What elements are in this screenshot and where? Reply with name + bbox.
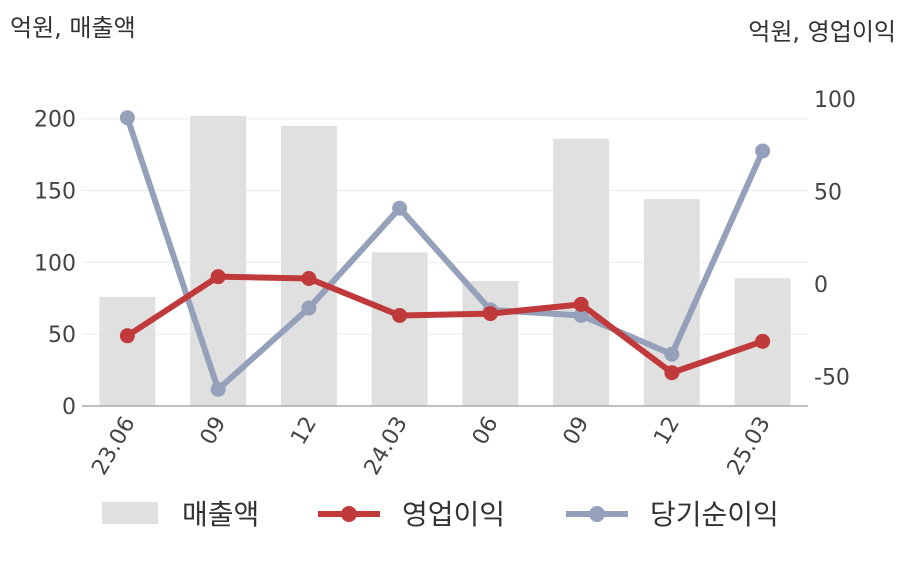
left-tick-label: 150 <box>34 180 76 205</box>
data-point <box>573 307 589 323</box>
data-point <box>119 328 135 344</box>
data-point <box>301 270 317 286</box>
data-point <box>210 381 226 397</box>
series-line <box>124 114 766 393</box>
data-point <box>755 143 771 159</box>
bar <box>190 115 247 406</box>
right-tick-label: 0 <box>814 273 828 298</box>
data-point <box>301 300 317 316</box>
x-tick-label: 09 <box>196 413 232 450</box>
bar <box>371 252 428 406</box>
data-point <box>392 307 408 323</box>
right-unit-label: 억원, 영업이익 <box>748 18 896 46</box>
bar <box>99 296 156 406</box>
left-tick-label: 0 <box>62 395 76 420</box>
right-tick-label: 100 <box>814 88 856 113</box>
left-tick-label: 50 <box>48 323 76 348</box>
legend-swatch-revenue <box>102 502 158 524</box>
data-point <box>573 296 589 312</box>
legend-marker-operating-profit <box>341 506 357 522</box>
bar <box>280 125 337 406</box>
legend-marker-net-income <box>589 506 605 522</box>
data-point <box>482 306 498 322</box>
legend-label-operating-profit: 영업이익 <box>402 498 505 531</box>
x-tick-label: 23.06 <box>87 413 140 480</box>
data-point <box>210 269 226 285</box>
legend: 매출액 영업이익 당기순이익 <box>102 498 779 531</box>
x-tick-label: 09 <box>559 413 595 450</box>
line-series <box>119 110 771 397</box>
right-tick-label: 50 <box>814 181 842 206</box>
x-tick-label: 25.03 <box>723 413 776 480</box>
bar <box>553 138 610 406</box>
data-point <box>392 200 408 216</box>
bar-series <box>99 115 791 406</box>
data-point <box>119 110 135 126</box>
data-point <box>755 333 771 349</box>
right-tick-label: -50 <box>814 365 850 390</box>
right-axis-ticks: -50 0 50 100 <box>814 88 856 390</box>
legend-label-revenue: 매출액 <box>182 498 259 531</box>
x-tick-label: 24.03 <box>360 413 413 480</box>
left-tick-label: 200 <box>34 108 76 133</box>
series-line <box>124 273 766 376</box>
x-tick-label: 12 <box>286 413 322 450</box>
x-tick-label: 06 <box>468 413 504 450</box>
legend-label-net-income: 당기순이익 <box>650 498 779 531</box>
x-tick-label: 12 <box>649 413 685 450</box>
bar <box>462 281 519 406</box>
data-point <box>664 365 680 381</box>
left-unit-label: 억원, 매출액 <box>10 14 136 42</box>
x-axis-ticks: 23.06 09 12 24.03 06 09 12 25.03 <box>87 413 775 480</box>
data-point <box>664 346 680 362</box>
left-tick-label: 100 <box>34 251 76 276</box>
left-axis-ticks: 0 50 100 150 200 <box>34 108 76 420</box>
